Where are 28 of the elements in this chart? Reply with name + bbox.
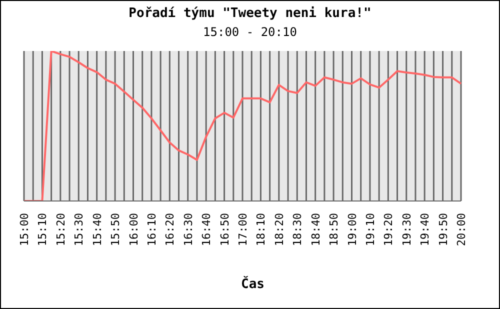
x-axis-title: Čas <box>240 277 266 292</box>
x-tick-label: 19:50 <box>436 213 450 246</box>
x-tick-label: 15:40 <box>90 213 104 246</box>
x-tick-label: 18:20 <box>272 213 286 246</box>
chart-subtitle: 15:00 - 20:10 <box>202 25 298 39</box>
x-tick-label: 18:40 <box>309 213 322 246</box>
x-tick-label: 20:00 <box>455 213 468 246</box>
x-tick-label: 18:50 <box>328 213 341 246</box>
x-tick-label: 16:10 <box>145 213 158 246</box>
x-tick-label: 16:20 <box>164 213 177 246</box>
x-tick-label: 15:00 <box>18 213 31 246</box>
x-tick-label: 19:20 <box>382 213 396 246</box>
x-tick-label: 19:10 <box>364 213 377 246</box>
x-tick-label: 15:20 <box>54 213 68 246</box>
x-tick-label: 16:50 <box>218 213 232 246</box>
x-tick-label: 19:30 <box>400 213 414 246</box>
x-tick-label: 18:30 <box>291 213 304 246</box>
x-tick-label: 16:00 <box>127 213 140 246</box>
x-tick-label: 15:10 <box>36 213 50 246</box>
chart-title: Pořadí týmu "Tweety neni kura!" <box>128 6 372 21</box>
x-tick-label: 19:40 <box>418 213 432 246</box>
x-tick-label: 18:10 <box>254 213 268 246</box>
x-tick-label: 17:00 <box>236 213 250 246</box>
x-tick-label: 16:30 <box>182 213 195 246</box>
x-tick-label: 15:50 <box>109 213 122 246</box>
x-tick-label: 15:30 <box>72 213 86 246</box>
x-tick-label: 19:00 <box>346 213 359 246</box>
x-tick-label: 16:40 <box>200 213 214 246</box>
